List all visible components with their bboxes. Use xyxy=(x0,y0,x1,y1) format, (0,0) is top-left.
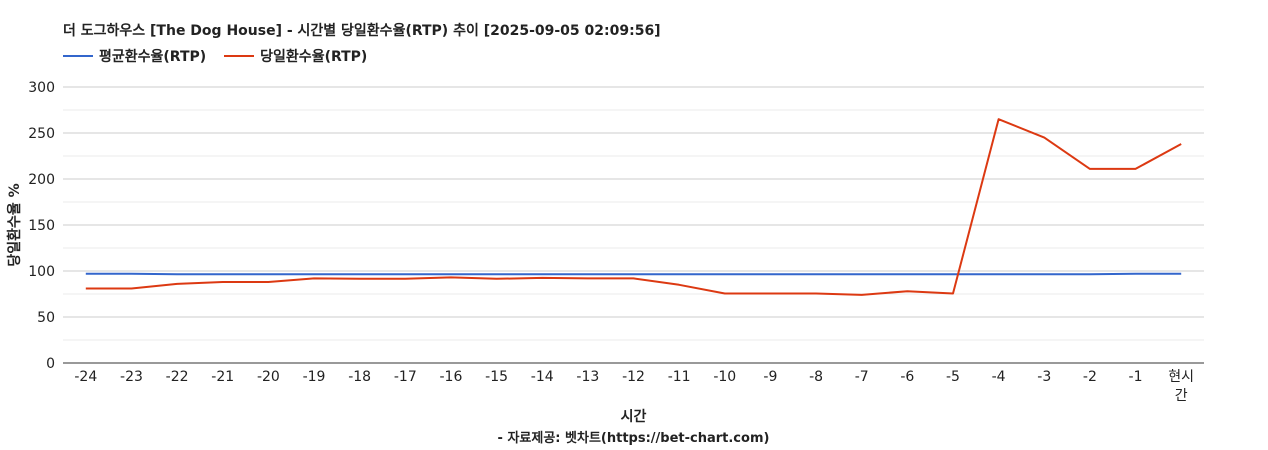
x-tick-label: -13 xyxy=(576,369,599,385)
x-tick-label: -7 xyxy=(855,369,869,385)
y-tick-label: 50 xyxy=(37,310,55,326)
legend-swatch-daily-rtp xyxy=(224,55,255,57)
x-tick-label: -1 xyxy=(1129,369,1143,385)
chart-title: 더 도그하우스 [The Dog House] - 시간별 당일환수율(RTP)… xyxy=(63,23,661,39)
x-tick-label: -17 xyxy=(394,369,417,385)
x-tick-label: -15 xyxy=(485,369,508,385)
y-tick-label: 150 xyxy=(28,218,55,234)
x-tick-label: -4 xyxy=(992,369,1006,385)
x-tick-label: -20 xyxy=(257,369,280,385)
x-tick-label: -6 xyxy=(900,369,914,385)
x-tick-label: -2 xyxy=(1083,369,1097,385)
y-tick-label: 100 xyxy=(28,264,55,280)
y-tick-label: 0 xyxy=(46,356,55,372)
x-tick-label: -19 xyxy=(303,369,326,385)
legend-label-daily-rtp: 당일환수율(RTP) xyxy=(260,49,368,65)
x-tick-label: -22 xyxy=(166,369,189,385)
x-tick-label: -21 xyxy=(211,369,234,385)
legend: 평균환수율(RTP) 당일환수율(RTP) xyxy=(63,46,385,66)
legend-item-average-rtp[interactable]: 평균환수율(RTP) xyxy=(63,46,206,66)
y-axis-title: 당일환수율 % xyxy=(6,183,23,266)
source-credit: - 자료제공: 벳차트(https://bet-chart.com) xyxy=(498,430,770,446)
legend-label-average-rtp: 평균환수율(RTP) xyxy=(99,49,207,65)
x-tick-label: -5 xyxy=(946,369,960,385)
x-tick-label: 현시 간 xyxy=(1168,369,1194,404)
series-line-daily-rtp xyxy=(85,118,1182,296)
x-tick-label: -18 xyxy=(348,369,371,385)
y-tick-label: 250 xyxy=(28,126,55,142)
x-tick-label: -12 xyxy=(622,369,645,385)
x-tick-label: -14 xyxy=(531,369,554,385)
x-tick-label: -10 xyxy=(713,369,736,385)
x-tick-label: -16 xyxy=(440,369,463,385)
legend-swatch-average-rtp xyxy=(63,55,93,57)
x-tick-label: -23 xyxy=(120,369,143,385)
x-tick-label: -3 xyxy=(1037,369,1051,385)
x-tick-label: -8 xyxy=(809,369,823,385)
y-tick-label: 200 xyxy=(28,172,55,188)
legend-item-daily-rtp[interactable]: 당일환수율(RTP) xyxy=(224,46,367,66)
x-tick-label: -9 xyxy=(763,369,777,385)
x-tick-label: -24 xyxy=(74,369,97,385)
x-tick-label: -11 xyxy=(668,369,691,385)
x-axis-title: 시간 xyxy=(621,408,647,425)
y-tick-label: 300 xyxy=(28,80,55,96)
